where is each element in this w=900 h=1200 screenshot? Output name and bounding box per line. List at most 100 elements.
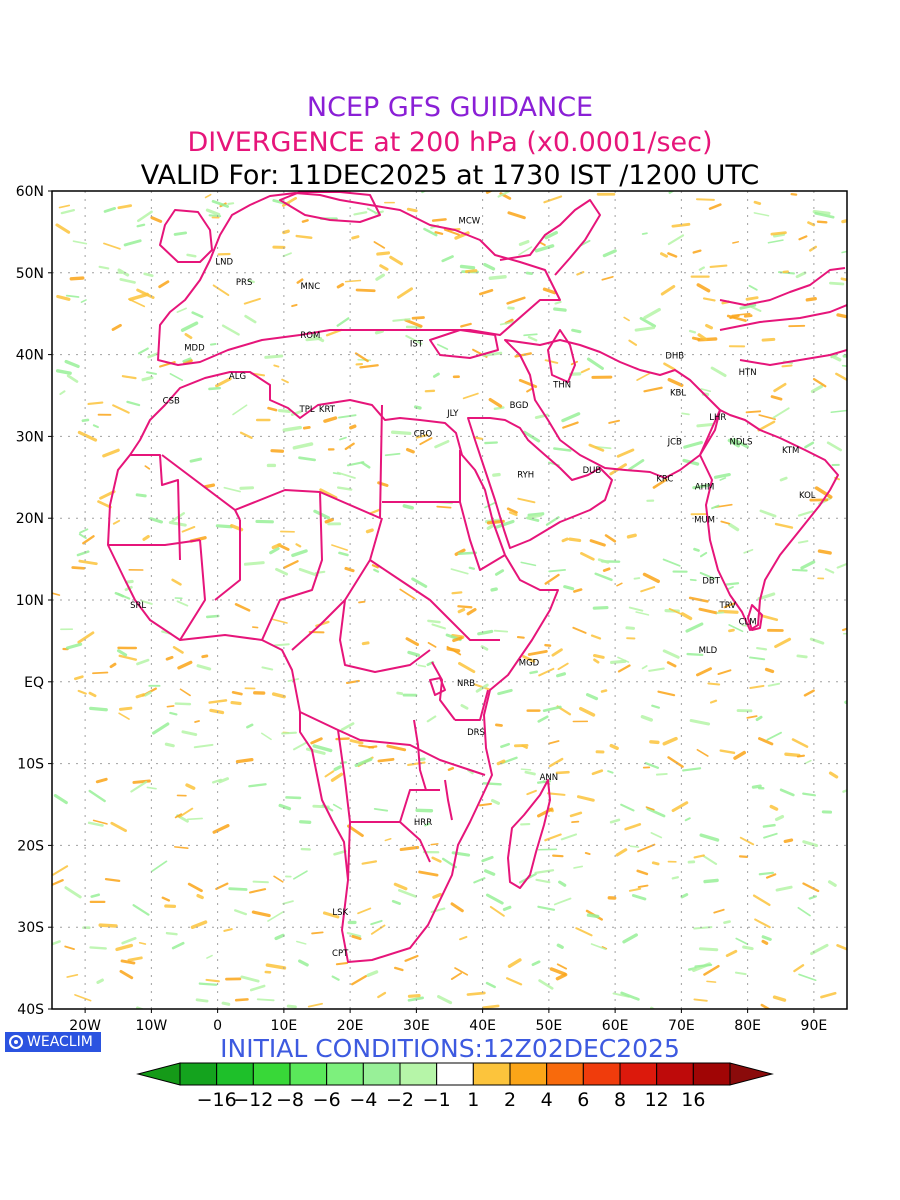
divergence-streak — [507, 958, 522, 968]
divergence-streak — [407, 761, 426, 767]
divergence-streak — [405, 637, 420, 646]
divergence-streak — [708, 203, 722, 210]
divergence-streak — [168, 520, 187, 527]
divergence-streak — [354, 757, 373, 768]
divergence-streak — [218, 777, 230, 784]
divergence-streak — [124, 579, 134, 584]
divergence-streak — [626, 533, 637, 539]
city-label-krt: KRT — [319, 405, 336, 415]
divergence-streak — [260, 732, 272, 741]
divergence-streak — [393, 882, 408, 891]
divergence-streak — [797, 540, 809, 544]
divergence-streak — [379, 264, 389, 271]
divergence-streak — [464, 269, 478, 274]
divergence-streak — [631, 894, 647, 901]
divergence-streak — [755, 715, 763, 722]
divergence-streak — [71, 566, 86, 570]
divergence-streak — [779, 476, 788, 482]
divergence-streak — [323, 416, 338, 423]
divergence-streak — [553, 307, 567, 312]
divergence-streak — [478, 288, 494, 296]
divergence-streak — [697, 337, 718, 342]
divergence-streak — [499, 320, 516, 326]
divergence-streak — [457, 605, 473, 609]
divergence-streak — [804, 441, 815, 449]
colorbar-segment — [546, 1062, 584, 1086]
divergence-streak — [264, 354, 284, 359]
divergence-streak — [305, 336, 323, 342]
lat-label: 20N — [16, 511, 44, 527]
divergence-streak — [791, 568, 808, 572]
divergence-streak — [802, 882, 820, 893]
divergence-streak — [481, 1004, 500, 1009]
divergence-streak — [556, 963, 568, 970]
divergence-streak — [340, 722, 355, 732]
divergence-streak — [127, 298, 146, 308]
divergence-streak — [538, 667, 555, 677]
divergence-streak — [208, 386, 221, 391]
divergence-streak — [52, 592, 61, 596]
divergence-streak — [699, 571, 716, 580]
divergence-streak — [725, 582, 740, 586]
divergence-streak — [298, 456, 316, 462]
divergence-streak — [103, 242, 121, 250]
divergence-streak — [426, 715, 437, 723]
africa-coastline — [107, 371, 559, 963]
city-label-lsk: LSK — [332, 908, 348, 918]
divergence-streak — [443, 228, 460, 236]
divergence-streak — [89, 706, 108, 712]
divergence-streak — [278, 803, 292, 811]
divergence-streak — [805, 297, 817, 302]
divergence-streak — [399, 845, 420, 852]
divergence-streak — [174, 846, 189, 849]
divergence-streak — [322, 911, 340, 919]
divergence-streak — [282, 425, 302, 432]
divergence-streak — [140, 599, 153, 605]
divergence-streak — [402, 504, 414, 510]
divergence-streak — [285, 796, 302, 800]
divergence-streak — [130, 780, 148, 793]
divergence-streak — [761, 939, 769, 945]
lat-label: 10S — [17, 757, 44, 773]
divergence-streak — [617, 664, 631, 673]
divergence-streak — [534, 869, 555, 874]
divergence-streak — [146, 786, 157, 790]
divergence-streak — [331, 975, 340, 981]
divergence-streak — [692, 483, 709, 490]
divergence-streak — [450, 972, 462, 980]
divergence-streak — [305, 747, 326, 755]
divergence-streak — [607, 770, 614, 774]
divergence-streak — [748, 284, 758, 291]
divergence-streak — [183, 359, 193, 365]
divergence-streak — [302, 425, 311, 430]
divergence-streak — [137, 210, 153, 223]
divergence-streak — [368, 745, 378, 749]
divergence-streak — [764, 667, 775, 674]
country-boundaries — [107, 191, 847, 963]
divergence-streak — [489, 905, 505, 917]
divergence-streak — [215, 377, 232, 388]
divergence-streak — [223, 486, 241, 493]
divergence-streak — [89, 946, 107, 950]
divergence-streak — [243, 561, 265, 566]
divergence-streak — [406, 207, 418, 213]
divergence-streak — [525, 271, 533, 275]
divergence-streak — [774, 522, 794, 529]
city-label-dbt: DBT — [702, 577, 720, 587]
divergence-streak — [649, 740, 660, 745]
divergence-streak — [538, 979, 554, 990]
city-label-ndls: NDLS — [729, 438, 752, 448]
divergence-streak — [295, 543, 302, 548]
divergence-streak — [702, 855, 718, 866]
divergence-streak — [804, 759, 812, 765]
divergence-streak — [355, 288, 376, 293]
colorbar-right-arrow — [729, 1062, 774, 1086]
divergence-streak — [667, 252, 678, 258]
logo-text: WEACLIM — [27, 1034, 93, 1050]
divergence-streak — [118, 712, 130, 720]
divergence-streak — [495, 519, 515, 529]
divergence-streak — [693, 998, 708, 1002]
colorbar-label: −8 — [276, 1089, 304, 1111]
divergence-streak — [800, 560, 816, 570]
middle-east-boundaries — [504, 339, 721, 479]
